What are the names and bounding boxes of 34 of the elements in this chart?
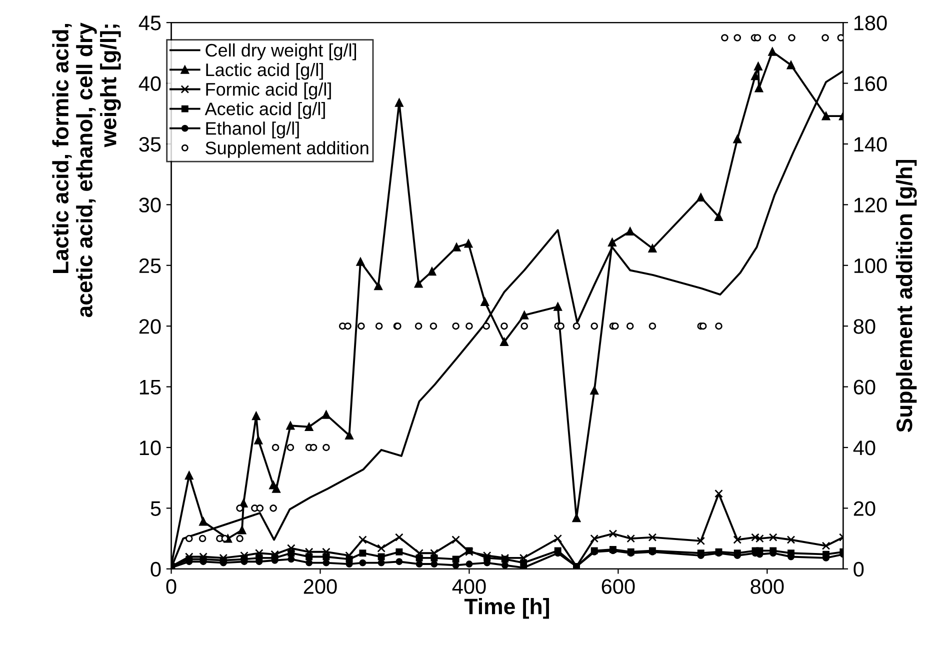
legend-label: Lactic acid [g/l] <box>206 62 323 80</box>
y2-tick-label: 120 <box>854 198 887 212</box>
y-tick-label: 10 <box>140 440 161 456</box>
legend-label: Acetic acid [g/l] <box>204 102 325 119</box>
y-tick-label: 40 <box>138 76 161 92</box>
x-tick-label: 800 <box>750 579 784 594</box>
y-tick-label: 5 <box>150 501 161 516</box>
y-tick-label: 30 <box>139 198 161 212</box>
y2-tick-label: 80 <box>854 319 876 334</box>
y-tick-label: 35 <box>139 136 161 152</box>
x-tick-label: 600 <box>602 579 635 594</box>
y2-tick-label: 100 <box>854 258 887 274</box>
y-tick-label: 0 <box>150 562 161 577</box>
x-axis-title: Time [h] <box>464 598 549 619</box>
x-tick-label: 200 <box>304 579 337 594</box>
y2-tick-label: 40 <box>853 440 876 456</box>
y2-axis-title: Supplement addition [g/h] <box>896 160 917 432</box>
x-tick-label: 0 <box>166 579 176 594</box>
y2-tick-label: 20 <box>854 501 876 516</box>
legend-label: Formic acid [g/l] <box>206 82 331 100</box>
y-tick-label: 25 <box>139 258 161 274</box>
y-tick-label: 20 <box>139 319 161 334</box>
y-tick-label: 15 <box>140 380 161 395</box>
y2-tick-label: 0 <box>854 562 864 577</box>
y-tick-label: 45 <box>138 16 161 30</box>
y-axis-title: Lactic acid, formic acid, acetic acid, ethanol, cell dry weight [g/l]; <box>52 22 121 318</box>
y2-tick-label: 60 <box>854 380 876 395</box>
legend-label: Supplement addition <box>206 141 368 158</box>
legend-label: Ethanol [g/l] <box>206 122 299 138</box>
y2-tick-label: 160 <box>854 76 887 92</box>
y2-tick-label: 140 <box>854 136 887 152</box>
y2-tick-label: 180 <box>854 16 887 30</box>
legend-label: Cell dry weight [g/l] <box>206 43 356 60</box>
x-tick-label: 400 <box>452 579 486 594</box>
